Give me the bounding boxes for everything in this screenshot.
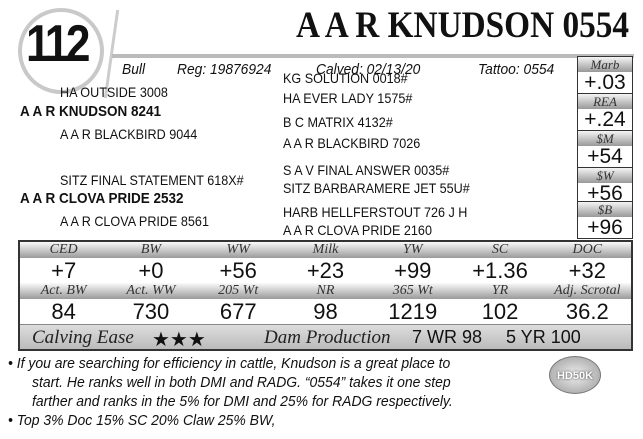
col-label: CED	[49, 242, 78, 257]
calving-dam-row: Calving Ease ★★★ Dam Production 7 WR 98 …	[20, 324, 631, 351]
performance-table: CED BW WW Milk YW SC DOC +7 +0 +56 +23 +99 +1.36 +32…	[18, 240, 633, 351]
cell-value: +32	[568, 258, 606, 283]
cell-value: +56	[219, 258, 257, 283]
cell-value: 102	[481, 299, 519, 324]
epd-dollar-m: $M +54	[577, 130, 633, 168]
animal-type: Bull	[122, 61, 146, 78]
cell-value: 1219	[388, 299, 438, 324]
calving-ease-label: Calving Ease	[32, 327, 134, 348]
registration: Reg: 19876924	[177, 61, 272, 78]
sire-sire-sire: KG SOLUTION 0018#	[283, 70, 408, 86]
hd50k-badge-icon: HD50K	[549, 356, 601, 394]
col-label: Act. WW	[126, 283, 176, 298]
epd-value: +.03	[584, 71, 626, 94]
calved-date: Calved: 02/13/20	[316, 61, 421, 78]
dam-production-yr: 5 YR 100	[506, 327, 581, 347]
col-label: DOC	[572, 242, 603, 257]
col-label: NR	[316, 283, 335, 298]
sire-sire: HA OUTSIDE 3008	[60, 84, 168, 100]
col-label: Act. BW	[40, 283, 87, 298]
lot-circle	[18, 8, 104, 94]
cell-value: +23	[306, 258, 345, 283]
cell-value: +7	[51, 258, 77, 283]
epd-value: +96	[587, 216, 623, 239]
epd-dollar-w: $W +56	[577, 167, 633, 205]
dam-production-label: Dam Production	[264, 327, 391, 348]
star-rating-icon: ★★★	[152, 329, 206, 351]
sire: A A R KNUDSON 8241	[20, 103, 162, 120]
cell-value: 730	[132, 299, 170, 324]
epd-value: +54	[587, 145, 623, 168]
dam-sire-sire: S A V FINAL ANSWER 0035#	[283, 162, 450, 178]
epd-header-row: CED BW WW Milk YW SC DOC	[20, 242, 631, 258]
epd-value: +.24	[584, 108, 626, 131]
note-line: • Top 3% Doc 15% SC 20% Claw 25% BW,	[8, 412, 276, 429]
dam-dam-sire: HARB HELLFERSTOUT 726 J H	[283, 204, 468, 220]
cell-value: +1.36	[472, 258, 528, 283]
sire-dam-sire: B C MATRIX 4132#	[283, 114, 393, 130]
dam-dam-dam: A A R CLOVA PRIDE 2160	[283, 222, 432, 238]
col-label: Milk	[312, 242, 339, 257]
col-label: WW	[226, 242, 250, 257]
sire-sire-dam: HA EVER LADY 1575#	[283, 90, 413, 106]
note-line: • If you are searching for efficiency in…	[8, 355, 451, 372]
epd-label: $W	[578, 168, 632, 183]
epd-value-row: +7 +0 +56 +23 +99 +1.36 +32	[20, 258, 631, 283]
note-line: start. He ranks well in both DMI and RAD…	[32, 374, 451, 391]
note-line: farther and ranks in the 5% for DMI and …	[32, 393, 453, 410]
col-label: YR	[491, 283, 509, 298]
tattoo: Tattoo: 0554	[478, 61, 555, 78]
epd-label: Marb	[578, 57, 632, 72]
cell-value: 98	[313, 299, 338, 324]
dam-sire: SITZ FINAL STATEMENT 618X#	[60, 172, 244, 188]
dam-dam: A A R CLOVA PRIDE 8561	[60, 213, 209, 229]
epd-dollar-b: $B +96	[577, 201, 633, 239]
epd-marb: Marb +.03	[577, 56, 633, 94]
actuals-value-row: 84 730 677 98 1219 102 36.2	[20, 299, 631, 324]
epd-label: $M	[578, 131, 632, 146]
sire-dam-dam: A A R BLACKBIRD 7026	[283, 135, 421, 151]
cell-value: 677	[219, 299, 257, 324]
epd-rea: REA +.24	[577, 93, 633, 131]
cell-value: +99	[394, 258, 432, 283]
sire-dam: A A R BLACKBIRD 9044	[60, 126, 198, 142]
col-label: SC	[491, 242, 509, 257]
divider	[112, 54, 634, 58]
dam-production-wr: 7 WR 98	[412, 327, 483, 347]
epd-value: +56	[587, 182, 623, 205]
cell-value: 36.2	[565, 299, 609, 324]
epd-label: REA	[578, 94, 632, 109]
cell-value: 84	[51, 299, 76, 324]
actuals-header-row: Act. BW Act. WW 205 Wt NR 365 Wt YR Adj. Scrot…	[20, 283, 631, 299]
lot-number: 112	[26, 15, 91, 73]
cell-value: +0	[138, 258, 164, 283]
epd-label: $B	[578, 202, 632, 217]
dam-sire-dam: SITZ BARBARAMERE JET 55U#	[283, 180, 470, 196]
col-label: 365 Wt	[392, 283, 433, 298]
animal-name: A A R KNUDSON 0554	[295, 5, 629, 46]
col-label: Adj. Scrotal	[554, 283, 621, 298]
col-label: 205 Wt	[218, 283, 259, 298]
col-label: BW	[140, 242, 162, 257]
col-label: YW	[403, 242, 423, 257]
dam: A A R CLOVA PRIDE 2532	[20, 190, 184, 207]
